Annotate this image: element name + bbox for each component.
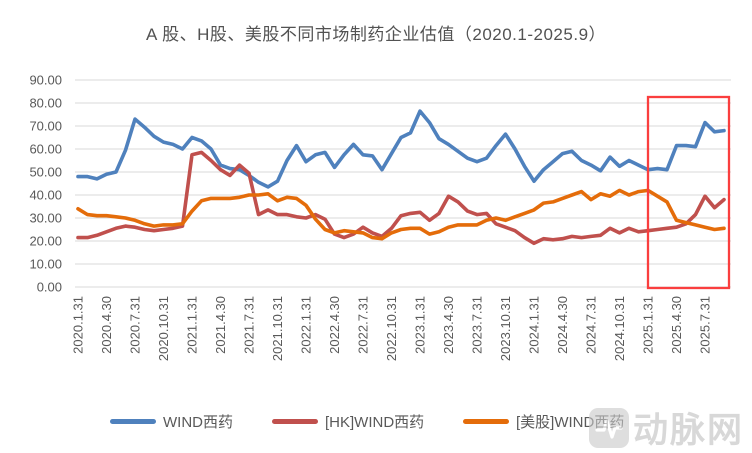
y-axis-tick-label: 0.00 <box>37 280 62 295</box>
x-axis-tick-label: 2020.4.30 <box>99 296 114 354</box>
y-axis-tick-label: 40.00 <box>29 188 62 203</box>
y-axis-tick-label: 20.00 <box>29 234 62 249</box>
x-axis-tick-label: 2024.7.31 <box>584 296 599 354</box>
legend-item-us: [美股]WIND西药 <box>463 406 624 436</box>
legend-label: WIND西药 <box>163 413 233 431</box>
x-axis-tick-label: 2020.10.31 <box>156 296 171 361</box>
x-axis-tick-label: 2025.7.31 <box>698 296 713 354</box>
series-line-1 <box>76 150 726 246</box>
x-axis-tick-label: 2024.10.31 <box>612 296 627 361</box>
legend-label: [美股]WIND西药 <box>516 413 625 431</box>
chart-legend: WIND西药 [HK]WIND西药 [美股]WIND西药 <box>0 406 752 440</box>
y-axis-tick-label: 30.00 <box>29 211 62 226</box>
x-axis-tick-label: 2022.4.30 <box>327 296 342 354</box>
x-axis-tick-label: 2023.1.31 <box>413 296 428 354</box>
y-axis-tick-label: 90.00 <box>29 73 62 88</box>
series-line-0 <box>76 109 726 189</box>
highlight-box <box>646 95 731 290</box>
x-axis-tick-label: 2020.1.31 <box>71 296 86 354</box>
x-axis-tick-label: 2022.1.31 <box>299 296 314 354</box>
x-axis-tick-label: 2025.1.31 <box>641 296 656 354</box>
x-axis-tick-label: 2022.10.31 <box>384 296 399 361</box>
y-axis-tick-label: 80.00 <box>29 96 62 111</box>
x-axis-tick-label: 2021.4.30 <box>213 296 228 354</box>
y-axis-tick-label: 70.00 <box>29 119 62 134</box>
legend-item-hk: [HK]WIND西药 <box>272 406 424 436</box>
legend-line-swatch-red <box>272 418 318 424</box>
x-axis-tick-label: 2020.7.31 <box>128 296 143 354</box>
x-axis-tick-label: 2024.4.30 <box>555 296 570 354</box>
chart-title: A 股、H股、美股不同市场制药企业估值（2020.1-2025.9） <box>145 25 607 44</box>
x-axis-tick-label: 2021.1.31 <box>185 296 200 354</box>
legend-item-a-share: WIND西药 <box>110 406 233 436</box>
x-axis-tick-label: 2023.10.31 <box>498 296 513 361</box>
y-axis-tick-label: 50.00 <box>29 165 62 180</box>
legend-line-swatch-blue <box>110 418 156 424</box>
y-axis-tick-label: 10.00 <box>29 257 62 272</box>
x-axis-tick-label: 2024.1.31 <box>527 296 542 354</box>
y-axis-tick-label: 60.00 <box>29 142 62 157</box>
x-axis-tick-label: 2022.7.31 <box>356 296 371 354</box>
x-axis-tick-label: 2023.7.31 <box>470 296 485 354</box>
x-axis-tick-label: 2021.7.31 <box>242 296 257 354</box>
x-axis-tick-label: 2021.10.31 <box>270 296 285 361</box>
x-axis-tick-label: 2025.4.30 <box>669 296 684 354</box>
series-line-2 <box>76 188 726 241</box>
legend-line-swatch-orange <box>463 418 509 424</box>
legend-label: [HK]WIND西药 <box>325 413 425 431</box>
x-axis-tick-label: 2023.4.30 <box>441 296 456 354</box>
